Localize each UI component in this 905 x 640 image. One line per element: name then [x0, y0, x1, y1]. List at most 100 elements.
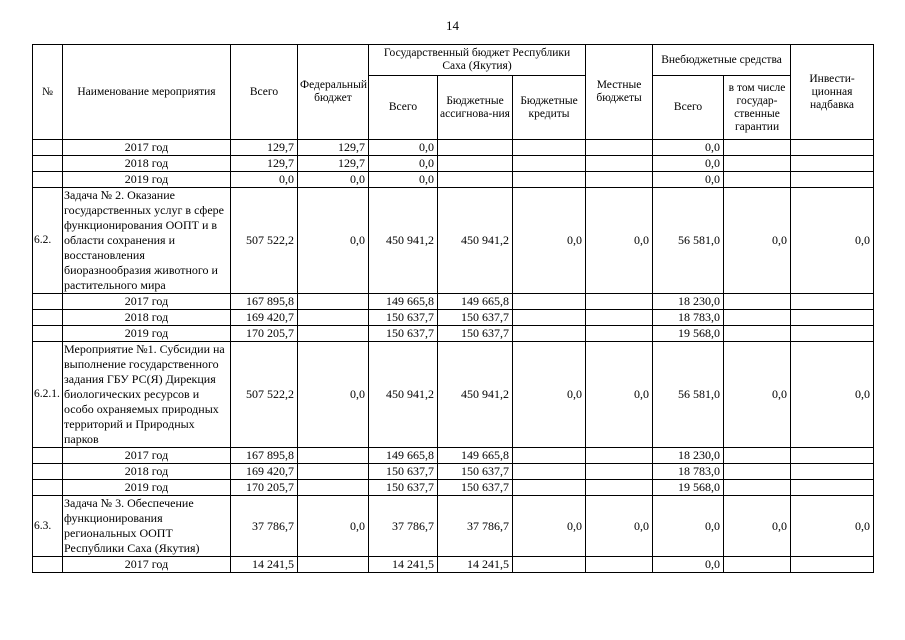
row-value-cell: 167 895,8 — [230, 447, 298, 464]
row-value-cell — [437, 155, 513, 172]
table-row: 2018 год 169 420,7 150 637,7 150 637,7 18 78… — [32, 463, 875, 480]
row-value-cell: 450 941,2 — [368, 187, 438, 294]
row-number — [32, 171, 63, 188]
row-value-cell: 18 783,0 — [652, 309, 725, 326]
row-value-cell — [723, 309, 792, 326]
row-value-cell: 0,0 — [368, 171, 438, 188]
page-number: 14 — [446, 18, 459, 33]
row-value-cell — [585, 293, 654, 310]
row-activity-name: Задача № 3. Обеспечение функционирования… — [62, 495, 231, 557]
row-value-cell: 129,7 — [230, 139, 298, 156]
row-value-cell: 0,0 — [652, 495, 725, 557]
row-value-cell — [297, 463, 369, 480]
row-number — [32, 556, 63, 573]
row-activity-name: Мероприятие №1. Субсидии на выполнение г… — [62, 341, 231, 448]
row-value-cell: 129,7 — [297, 139, 369, 156]
row-value-cell: 19 568,0 — [652, 479, 725, 496]
row-value-cell: 150 637,7 — [437, 309, 513, 326]
row-value-cell: 56 581,0 — [652, 187, 725, 294]
row-value-cell: 14 241,5 — [230, 556, 298, 573]
row-value-cell — [511, 556, 587, 573]
row-value-cell — [585, 139, 654, 156]
row-value-cell: 0,0 — [368, 139, 438, 156]
row-value-cell: 18 230,0 — [652, 293, 725, 310]
row-value-cell: 149 665,8 — [368, 293, 438, 310]
row-number — [32, 325, 63, 342]
row-number — [32, 309, 63, 326]
row-value-cell: 0,0 — [585, 495, 654, 557]
row-value-cell — [790, 293, 875, 310]
header-investment-markup: Инвести-ционная надбавка — [790, 44, 875, 140]
row-value-cell — [585, 325, 654, 342]
row-value-cell: 150 637,7 — [437, 325, 513, 342]
row-activity-name: 2018 год — [62, 463, 231, 480]
row-value-cell: 150 637,7 — [368, 325, 438, 342]
row-value-cell: 0,0 — [297, 187, 369, 294]
row-value-cell: 450 941,2 — [368, 341, 438, 448]
row-value-cell: 0,0 — [297, 341, 369, 448]
row-value-cell: 0,0 — [511, 495, 587, 557]
table-row: 2019 год 170 205,7 150 637,7 150 637,7 19 56… — [32, 479, 875, 496]
row-value-cell: 19 568,0 — [652, 325, 725, 342]
row-number — [32, 155, 63, 172]
row-value-cell — [790, 325, 875, 342]
header-num: № — [32, 44, 63, 140]
row-value-cell — [723, 325, 792, 342]
row-value-cell — [790, 171, 875, 188]
row-value-cell: 0,0 — [723, 341, 792, 448]
row-value-cell — [511, 139, 587, 156]
row-value-cell: 450 941,2 — [437, 187, 513, 294]
row-value-cell — [790, 447, 875, 464]
row-value-cell — [723, 139, 792, 156]
row-value-cell: 0,0 — [790, 187, 875, 294]
row-value-cell: 150 637,7 — [437, 479, 513, 496]
header-state-guarantees: в том числе государ-ственные гарантии — [723, 75, 792, 140]
table-row: 2017 год 167 895,8 149 665,8 149 665,8 18 23… — [32, 293, 875, 310]
row-value-cell — [297, 556, 369, 573]
row-value-cell: 450 941,2 — [437, 341, 513, 448]
table-row: 2017 год 167 895,8 149 665,8 149 665,8 18 23… — [32, 447, 875, 464]
row-value-cell — [297, 309, 369, 326]
row-value-cell — [511, 479, 587, 496]
row-value-cell — [297, 293, 369, 310]
row-value-cell: 0,0 — [511, 187, 587, 294]
row-value-cell — [790, 309, 875, 326]
row-number — [32, 139, 63, 156]
row-activity-name: 2018 год — [62, 155, 231, 172]
row-value-cell: 0,0 — [585, 187, 654, 294]
row-number: 6.3. — [32, 495, 63, 557]
row-value-cell — [723, 556, 792, 573]
row-value-cell: 149 665,8 — [368, 447, 438, 464]
row-value-cell — [511, 171, 587, 188]
row-value-cell — [790, 463, 875, 480]
row-value-cell: 37 786,7 — [368, 495, 438, 557]
row-value-cell: 150 637,7 — [368, 463, 438, 480]
row-value-cell: 0,0 — [652, 155, 725, 172]
row-value-cell: 150 637,7 — [437, 463, 513, 480]
row-value-cell: 18 783,0 — [652, 463, 725, 480]
row-value-cell: 37 786,7 — [437, 495, 513, 557]
row-value-cell — [585, 479, 654, 496]
row-value-cell — [790, 139, 875, 156]
row-value-cell — [511, 463, 587, 480]
row-value-cell: 167 895,8 — [230, 293, 298, 310]
row-value-cell — [297, 447, 369, 464]
table-row: 2019 год 170 205,7 150 637,7 150 637,7 19 56… — [32, 325, 875, 342]
row-value-cell — [437, 171, 513, 188]
row-value-cell — [511, 309, 587, 326]
row-activity-name: 2017 год — [62, 293, 231, 310]
row-value-cell: 507 522,2 — [230, 187, 298, 294]
row-number — [32, 479, 63, 496]
row-value-cell: 170 205,7 — [230, 479, 298, 496]
table-row: 2018 год 169 420,7 150 637,7 150 637,7 18 78… — [32, 309, 875, 326]
row-number: 6.2. — [32, 187, 63, 294]
row-value-cell: 18 230,0 — [652, 447, 725, 464]
row-value-cell — [585, 171, 654, 188]
row-value-cell: 0,0 — [230, 171, 298, 188]
row-value-cell — [790, 556, 875, 573]
row-value-cell — [511, 447, 587, 464]
row-value-cell: 0,0 — [652, 139, 725, 156]
row-value-cell — [297, 325, 369, 342]
header-budget-assignments: Бюджетные ассигнова-ния — [437, 75, 513, 140]
